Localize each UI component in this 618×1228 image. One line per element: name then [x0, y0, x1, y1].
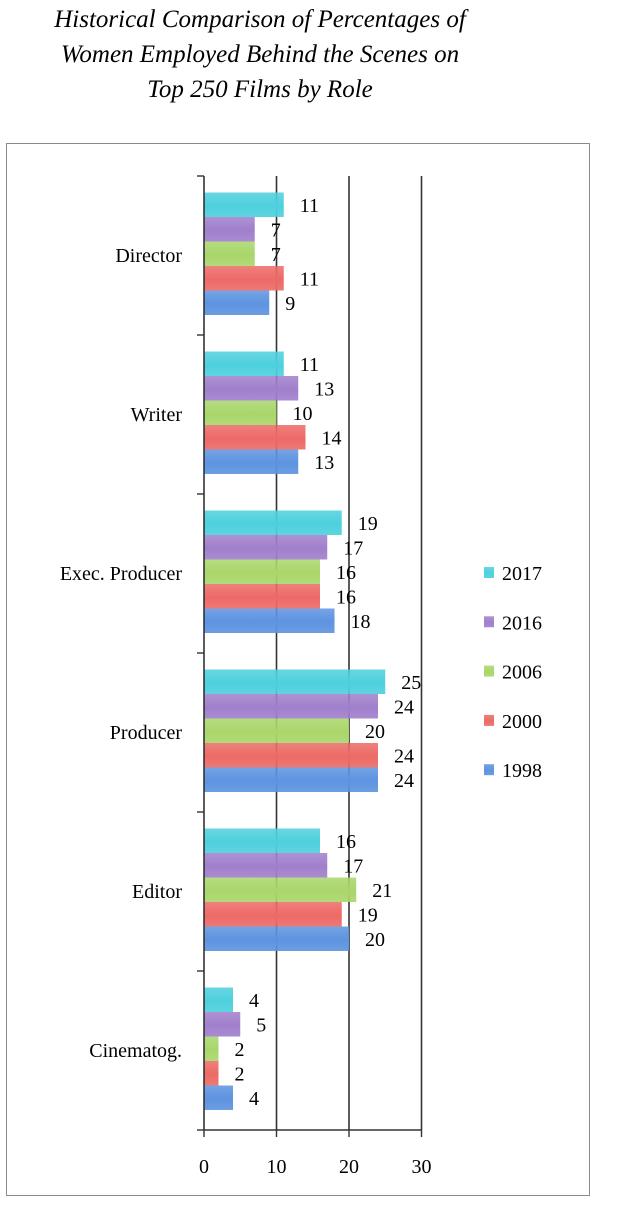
- bar-exec-producer-2006: [204, 559, 320, 584]
- value-label-cinematog-2017: 4: [249, 990, 259, 1012]
- value-label-producer-1998: 24: [394, 770, 414, 792]
- x-tick-label-0: 0: [199, 1156, 209, 1178]
- bar-cinematog-2016: [204, 1012, 241, 1037]
- bar-producer-2006: [204, 718, 349, 743]
- legend-label-2006: 2006: [502, 662, 542, 684]
- value-label-writer-2016: 13: [314, 378, 334, 400]
- value-label-producer-2006: 20: [365, 721, 385, 743]
- value-label-producer-2000: 24: [394, 745, 414, 767]
- x-tick-label-20: 20: [339, 1156, 359, 1178]
- value-label-director-2016: 7: [271, 219, 281, 241]
- bar-writer-2017: [204, 351, 284, 376]
- legend-label-1998: 1998: [502, 760, 542, 782]
- bar-exec-producer-2017: [204, 510, 342, 535]
- value-label-exec-producer-2017: 19: [358, 513, 378, 535]
- bar-cinematog-2000: [204, 1061, 219, 1086]
- bar-producer-2017: [204, 669, 386, 694]
- category-label-director: Director: [115, 245, 182, 267]
- value-label-cinematog-2006: 2: [235, 1039, 245, 1061]
- bar-editor-2017: [204, 828, 320, 853]
- value-label-editor-2016: 17: [343, 855, 363, 877]
- category-label-editor: Editor: [132, 881, 182, 903]
- bar-producer-2000: [204, 743, 378, 768]
- bar-director-2017: [204, 192, 284, 217]
- bar-cinematog-2017: [204, 987, 233, 1012]
- bar-exec-producer-1998: [204, 608, 335, 633]
- labels: 1177119Director1113101413Writer191716161…: [60, 195, 432, 1178]
- category-label-exec-producer: Exec. Producer: [60, 563, 183, 585]
- value-label-writer-1998: 13: [314, 452, 334, 474]
- value-label-exec-producer-2006: 16: [336, 562, 356, 584]
- value-label-director-2017: 11: [300, 195, 319, 217]
- chart-title: Historical Comparison of Percentages of …: [0, 2, 520, 107]
- bar-editor-2006: [204, 877, 357, 902]
- category-label-writer: Writer: [131, 404, 183, 426]
- value-label-exec-producer-2016: 17: [343, 537, 363, 559]
- x-tick-label-10: 10: [267, 1156, 287, 1178]
- value-label-exec-producer-1998: 18: [351, 611, 371, 633]
- bar-editor-2016: [204, 853, 328, 878]
- legend-swatch-2006: [484, 665, 494, 677]
- legend-swatch-2017: [484, 567, 494, 578]
- bar-exec-producer-2016: [204, 535, 328, 560]
- value-label-cinematog-2016: 5: [256, 1014, 266, 1036]
- axes: [197, 175, 423, 1137]
- category-label-cinematog: Cinematog.: [89, 1040, 182, 1062]
- chart-title-line-3: Top 250 Films by Role: [147, 76, 373, 103]
- legend-swatch-1998: [484, 764, 494, 776]
- bar-director-1998: [204, 290, 270, 315]
- value-label-writer-2017: 11: [300, 354, 319, 376]
- bar-writer-2016: [204, 376, 299, 401]
- value-label-director-2006: 7: [271, 244, 281, 266]
- bar-director-2006: [204, 241, 255, 266]
- value-label-producer-2017: 25: [401, 672, 421, 694]
- value-label-producer-2016: 24: [394, 696, 414, 718]
- bar-writer-2000: [204, 425, 306, 450]
- legend-label-2000: 2000: [502, 711, 542, 733]
- value-label-editor-2000: 19: [358, 904, 378, 926]
- bar-producer-2016: [204, 694, 378, 719]
- x-tick-label-30: 30: [412, 1156, 432, 1178]
- value-label-writer-2006: 10: [293, 403, 313, 425]
- value-label-editor-2006: 21: [372, 880, 392, 902]
- value-label-editor-1998: 20: [365, 929, 385, 951]
- bar-writer-1998: [204, 449, 299, 474]
- bar-cinematog-1998: [204, 1085, 233, 1110]
- value-label-cinematog-2000: 2: [235, 1063, 245, 1085]
- bar-director-2016: [204, 217, 255, 242]
- bars: [204, 192, 386, 1110]
- legend-swatch-2016: [484, 616, 494, 628]
- value-label-editor-2017: 16: [336, 831, 356, 853]
- bar-writer-2006: [204, 400, 277, 425]
- bar-exec-producer-2000: [204, 584, 320, 609]
- chart-title-line-1: Historical Comparison of Percentages of: [54, 6, 466, 33]
- bar-cinematog-2006: [204, 1036, 219, 1061]
- bar-director-2000: [204, 266, 284, 291]
- legend: 2017 2016 2006 2000 1998: [484, 563, 542, 782]
- value-label-cinematog-1998: 4: [249, 1088, 259, 1110]
- chart-title-line-2: Women Employed Behind the Scenes on: [60, 41, 460, 68]
- grid-lines: [275, 176, 423, 1130]
- value-label-exec-producer-2000: 16: [336, 586, 356, 608]
- category-label-producer: Producer: [110, 722, 183, 744]
- legend-label-2017: 2017: [502, 563, 542, 585]
- value-label-director-2000: 11: [300, 268, 319, 290]
- value-label-writer-2000: 14: [322, 427, 342, 449]
- bar-editor-2000: [204, 902, 342, 927]
- legend-swatch-2000: [484, 714, 494, 726]
- bar-editor-1998: [204, 926, 349, 951]
- bar-producer-1998: [204, 767, 378, 792]
- value-label-director-1998: 9: [285, 293, 295, 315]
- legend-label-2016: 2016: [502, 612, 542, 634]
